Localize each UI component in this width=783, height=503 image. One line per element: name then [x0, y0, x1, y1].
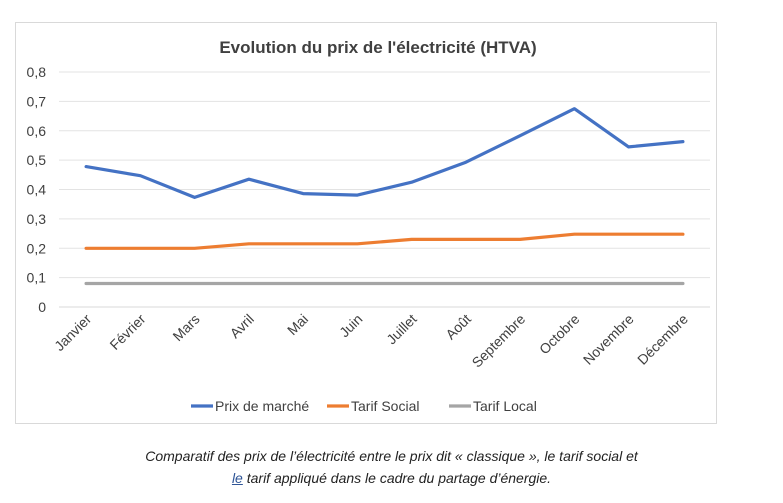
x-tick-label: Décembre [634, 311, 691, 368]
y-tick-label: 0,6 [27, 123, 47, 139]
legend-label: Prix de marché [215, 398, 309, 414]
x-tick-label: Septembre [469, 311, 529, 371]
series-line [84, 232, 685, 250]
legend: Prix de marché Tarif Social Tarif Local [191, 398, 537, 414]
y-tick-label: 0,5 [27, 152, 47, 168]
x-tick-label: Juillet [383, 311, 420, 348]
x-tick-label: Mai [284, 311, 311, 338]
series-lines [84, 107, 685, 286]
y-axis: 0 0,1 0,2 0,3 0,4 0,5 0,6 0,7 0,8 [27, 64, 47, 315]
y-tick-label: 0 [38, 299, 46, 315]
gridlines [59, 71, 710, 308]
caption-line-1: Comparatif des prix de l’électricité ent… [145, 448, 638, 464]
x-tick-label: Avril [227, 311, 257, 341]
series-line [84, 107, 685, 199]
y-tick-label: 0,3 [27, 211, 47, 227]
x-tick-label: Février [106, 311, 148, 353]
y-tick-label: 0,1 [27, 270, 47, 286]
legend-label: Tarif Local [473, 398, 537, 414]
chart-title: Evolution du prix de l'électricité (HTVA… [219, 38, 536, 57]
caption-line-2: le tarif appliqué dans le cadre du parta… [0, 470, 783, 486]
x-tick-label: Octobre [536, 311, 583, 358]
legend-label: Tarif Social [351, 398, 419, 414]
chart-frame [15, 22, 717, 424]
x-tick-label: Juin [336, 311, 365, 340]
caption-line-2-text: tarif appliqué dans le cadre du partage … [242, 470, 552, 486]
caption-link[interactable]: le [231, 470, 243, 486]
y-tick-label: 0,2 [27, 240, 47, 256]
x-tick-label: Mars [169, 311, 202, 344]
x-tick-label: Août [442, 311, 474, 343]
x-tick-label: Novembre [580, 311, 637, 368]
x-tick-label: Janvier [51, 311, 94, 354]
y-tick-label: 0,8 [27, 64, 47, 80]
y-tick-label: 0,4 [27, 182, 47, 198]
y-tick-label: 0,7 [27, 93, 47, 109]
x-axis: Janvier Février Mars Avril Mai Juin Juillet Aoû… [51, 311, 691, 371]
